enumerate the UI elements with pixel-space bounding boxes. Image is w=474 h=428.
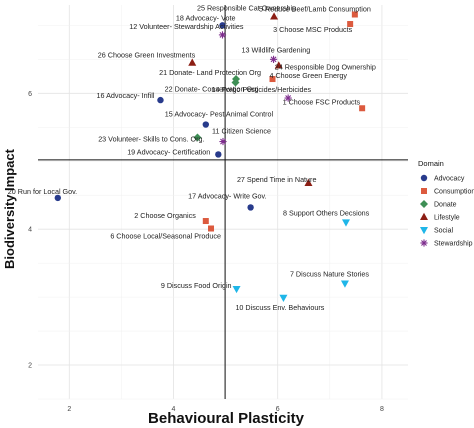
data-point-24 [274, 61, 283, 69]
legend-title: Domain [418, 159, 444, 168]
point-label: 16 Advocacy- Infill [97, 91, 155, 100]
point-label: 8 Support Others Decsions [283, 208, 370, 217]
point-label: 19 Advocacy- Certification [127, 147, 210, 156]
data-point-14 [284, 94, 292, 102]
data-point-22 [231, 78, 240, 87]
legend-key-social [420, 227, 428, 235]
y-tick-label: 2 [28, 363, 32, 370]
data-point-23 [193, 133, 202, 142]
y-tick-labels: 2 4 6 [28, 91, 32, 370]
data-point-9 [232, 285, 241, 294]
y-tick-label: 6 [28, 91, 32, 98]
point-label: 3 Choose MSC Products [273, 25, 353, 34]
x-tick-label: 2 [67, 406, 71, 413]
grid [38, 5, 408, 400]
point-label: 24 Responsible Dog Ownership [275, 62, 376, 71]
data-point-3 [347, 21, 354, 28]
legend-label: Advocacy [434, 176, 465, 183]
point-label: 5 Reduce Beef/Lamb Consumption [259, 5, 371, 14]
y-tick-label: 4 [28, 227, 32, 234]
data-point-25 [270, 12, 279, 20]
data-points [54, 11, 366, 302]
point-label: 22 Donate- Conservation Org [165, 84, 259, 93]
point-label: 4 Choose Green Energy [270, 71, 348, 80]
x-tick-labels: 2 4 6 8 [67, 406, 384, 413]
point-label: 10 Discuss Env. Behaviours [235, 303, 324, 312]
reference-lines [38, 5, 408, 399]
point-label: 13 Wildlife Gardening [242, 45, 311, 54]
x-tick-label: 4 [172, 406, 176, 413]
point-label: 21 Donate- Land Protection Org [159, 68, 261, 77]
legend-key-lifestyle [420, 212, 428, 220]
data-point-15 [202, 121, 210, 128]
data-point-26 [188, 58, 197, 66]
data-point-8 [341, 219, 350, 227]
data-point-19 [215, 151, 222, 158]
legend-label: Donate [434, 202, 457, 209]
data-point-16 [157, 96, 164, 104]
point-label: 25 Responsible Cat Ownership [197, 4, 296, 13]
x-tick-label: 8 [380, 406, 384, 413]
point-label: 11 Citizen Science [212, 127, 271, 136]
data-point-4 [269, 76, 276, 83]
legend: Domain Advocacy Consumption Donate Lifestyl… [418, 159, 474, 248]
point-label: 15 Advocacy- Pest Animal Control [165, 110, 274, 119]
point-labels: 1 Choose FSC Products 2 Choose Organics 3 … [8, 4, 376, 312]
data-point-12 [218, 31, 227, 39]
data-point-11 [219, 137, 227, 146]
data-point-27 [304, 178, 313, 186]
data-point-2 [202, 218, 209, 225]
data-point-7 [340, 280, 349, 288]
point-label: 12 Volunteer- Stewardship Activities [129, 22, 244, 31]
data-point-13 [269, 55, 278, 63]
legend-key-stewardship [420, 239, 428, 247]
legend-label: Social [434, 228, 454, 235]
legend-label: Consumption [434, 189, 474, 196]
point-label: 9 Discuss Food Origin [161, 281, 232, 290]
point-label: 26 Choose Green Investments [98, 51, 196, 60]
legend-key-advocacy [420, 174, 428, 182]
data-point-10 [279, 294, 288, 302]
point-label: 17 Advocacy- Write Gov. [188, 191, 266, 200]
point-label: 18 Advocacy- Vote [176, 13, 236, 22]
data-point-18 [219, 22, 226, 29]
point-label: 27 Spend Time in Nature [237, 175, 317, 184]
data-point-20 [54, 194, 62, 202]
data-point-6 [208, 225, 215, 232]
legend-label: Stewardship [434, 241, 473, 248]
legend-key-donate [420, 200, 428, 208]
x-axis-title: Behavioural Plasticity [148, 410, 305, 427]
point-label: 23 Volunteer- Skills to Cons. Org. [98, 134, 204, 143]
x-tick-label: 6 [276, 406, 280, 413]
point-label: 14 Forgo Pesticides/Herbicides [212, 85, 312, 94]
point-label: 7 Discuss Nature Stories [290, 270, 369, 279]
y-axis-title: Biodiversity Impact [2, 148, 17, 269]
data-point-1 [359, 105, 366, 112]
point-label: 1 Choose FSC Products [283, 97, 361, 106]
point-label: 6 Choose Local/Seasonal Produce [110, 231, 221, 240]
legend-key-consumption [421, 188, 427, 194]
data-point-5 [351, 11, 358, 18]
point-label: 2 Choose Organics [134, 211, 196, 220]
data-point-17 [247, 204, 254, 211]
legend-label: Lifestyle [434, 215, 460, 222]
point-label: 20 Run for Local Gov. [8, 187, 77, 196]
